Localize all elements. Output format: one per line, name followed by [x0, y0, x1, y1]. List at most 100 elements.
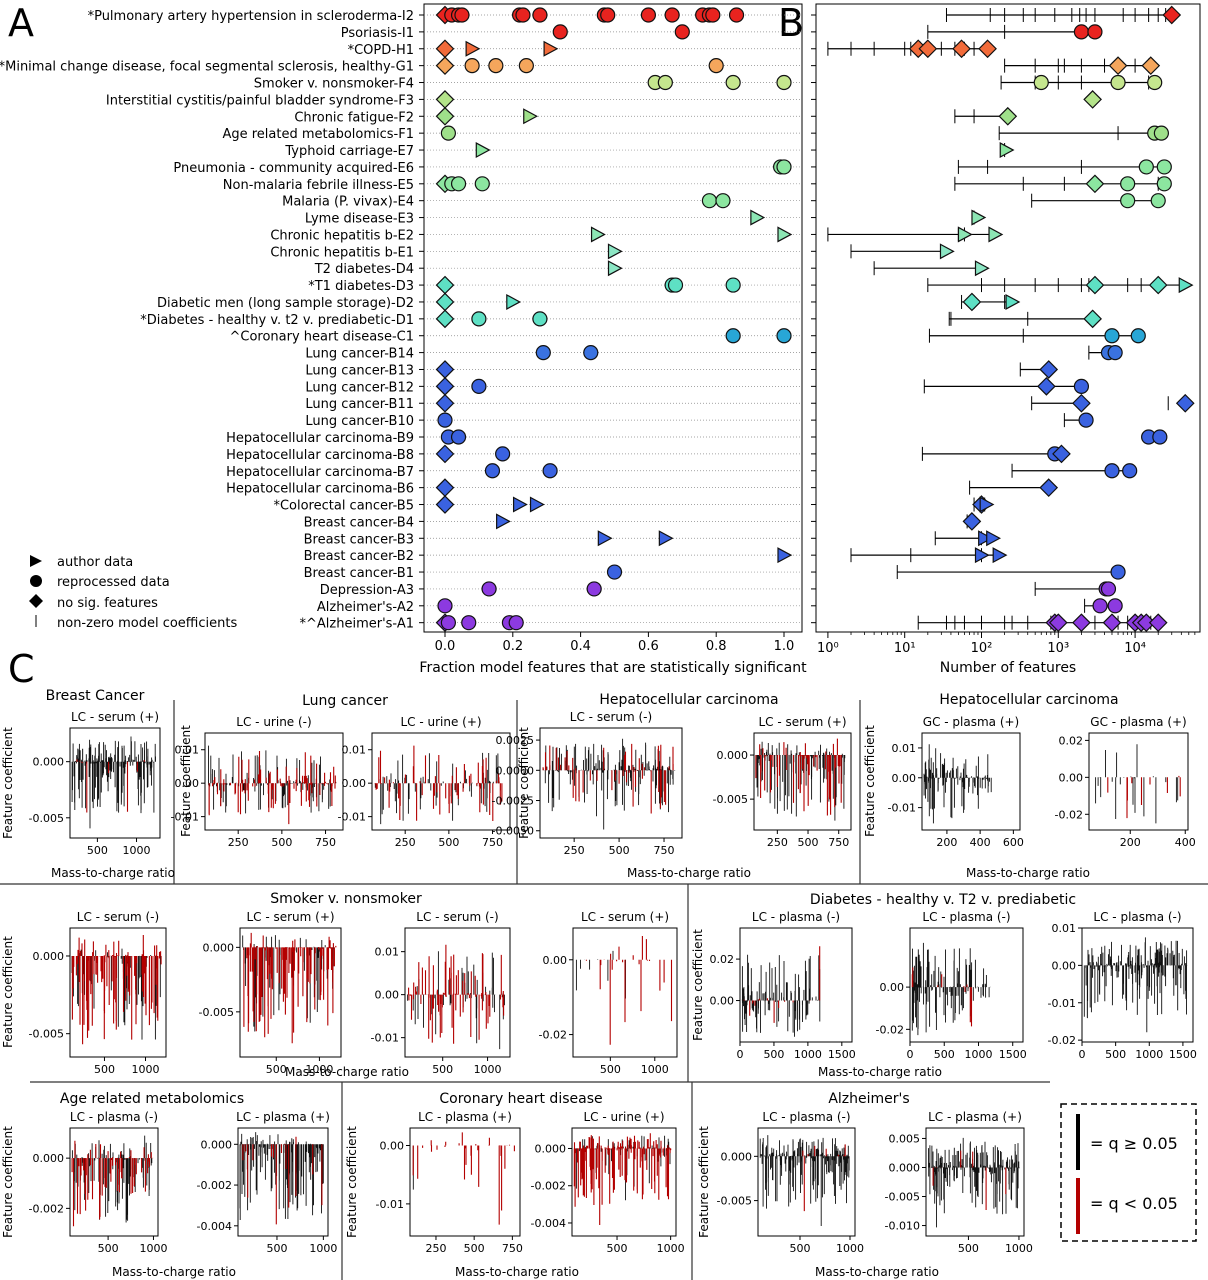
- plot-frame: [204, 732, 344, 831]
- panel-b-frame: [815, 3, 1201, 633]
- data-point: [918, 39, 938, 59]
- y-tick-label: -0.0025: [492, 795, 534, 808]
- group-title: Coronary heart disease: [439, 1091, 602, 1107]
- y-tick-label: -0.002: [29, 1202, 64, 1215]
- y-tick-label: -0.01: [371, 1032, 399, 1045]
- x-tick-label: 500: [934, 1048, 955, 1061]
- y-tick-label: 0.01: [175, 744, 200, 757]
- x-tick-label: 1500: [1169, 1048, 1197, 1061]
- y-tick-label: 0.00: [543, 954, 568, 967]
- y-tick-label: -0.02: [1048, 1034, 1076, 1047]
- x-tick-label: 250: [564, 844, 585, 857]
- y-axis-label: Feature coefficient: [1, 936, 15, 1048]
- x-axis-label: Mass-to-charge ratio: [285, 1065, 409, 1079]
- panel-c: Breast Cancer Lung cancer Hepatocellular c…: [0, 688, 1208, 1280]
- x-tick-label: 0: [737, 1048, 744, 1061]
- coef-plot: LC - serum (-) 0.01 0.00 -0.01 500 1000: [371, 910, 511, 1076]
- data-point: [435, 90, 455, 109]
- coef-plot: LC - plasma (-) 0.00 -0.020 500 1000 1500: [876, 910, 1027, 1061]
- coefficient-bars-black: [412, 1145, 414, 1190]
- x-tick-label: 500: [94, 1063, 115, 1076]
- data-point: [1104, 463, 1120, 479]
- data-point: [518, 58, 534, 74]
- data-point: [957, 226, 973, 243]
- row-label: Breast cancer-B4: [304, 515, 414, 530]
- data-point: [523, 108, 539, 125]
- y-tick-label: -0.01: [171, 811, 199, 824]
- data-point: [1108, 56, 1128, 75]
- data-point: [974, 547, 990, 564]
- plot-title: LC - serum (+): [71, 710, 159, 724]
- y-tick-label: 0.00: [175, 777, 200, 790]
- data-point: [1104, 328, 1120, 344]
- y-tick-label: -0.02: [1055, 808, 1083, 821]
- x-tick-label: 500: [958, 1242, 979, 1255]
- y-tick-label: 0.00: [710, 995, 735, 1008]
- data-point: [777, 226, 793, 243]
- data-point: [978, 39, 997, 59]
- x-axis-label: Mass-to-charge ratio: [112, 1265, 236, 1279]
- y-tick-label: -0.005: [713, 793, 748, 806]
- plot-frame: [572, 927, 678, 1058]
- data-point: [471, 311, 487, 327]
- data-point: [708, 58, 724, 74]
- data-point: [437, 598, 453, 614]
- row-label: ^Coronary heart disease-C1: [229, 330, 414, 345]
- coef-plot: LC - plasma (-) 0.000 -0.005 500 1000: [717, 1110, 864, 1255]
- row-label: Lung cancer-B11: [305, 397, 414, 412]
- data-point: [1130, 328, 1146, 344]
- data-point: [725, 328, 741, 344]
- y-tick-label: 0.000: [889, 1161, 921, 1174]
- row-label: Malaria (P. vivax)-E4: [282, 195, 414, 210]
- y-axis-label: Feature coefficient: [691, 929, 705, 1041]
- coefficient-bars-black: [923, 744, 992, 824]
- row-label: Breast cancer-B3: [304, 532, 414, 547]
- y-axis-label: Feature coefficient: [1, 1126, 15, 1238]
- group-title: Diabetes - healthy v. T2 v. prediabetic: [810, 892, 1076, 908]
- panel-c-shared-labels: Feature coefficient Feature coefficient Fe…: [1, 725, 1090, 1279]
- plot-title: LC - serum (-): [570, 710, 652, 724]
- data-point: [725, 74, 741, 91]
- data-point: [992, 547, 1008, 564]
- coef-plot: LC - plasma (-) 0.02 0.00 0 500 1000 1500: [710, 910, 856, 1061]
- coefficient-bars-black: [71, 1135, 153, 1223]
- x-tick-label: 1000: [139, 1242, 167, 1255]
- x-axis-label: Mass-to-charge ratio: [627, 866, 751, 880]
- coef-plot: LC - serum (+) 0.000 -0.005 500 1000: [199, 910, 342, 1076]
- data-point: [512, 496, 528, 513]
- y-tick-label: -0.01: [376, 1198, 404, 1211]
- x-tick-label: 0.8: [706, 639, 727, 654]
- x-tick-label: 500: [464, 1242, 485, 1255]
- row-label: *Pulmonary artery hypertension in sclero…: [88, 9, 414, 24]
- data-point: [705, 7, 721, 23]
- coefficient-bars-black: [911, 942, 991, 1036]
- data-point: [435, 478, 455, 497]
- data-point: [777, 547, 793, 564]
- row-label: Interstitial cystitis/painful bladder sy…: [106, 93, 414, 108]
- data-point: [607, 260, 623, 277]
- coef-plot: LC - plasma (-) 0.01 0.00 -0.01 -0.020 500 100…: [1048, 910, 1197, 1061]
- x-tick-label: 500: [798, 836, 819, 849]
- x-axis-label: Fraction model features that are statist…: [419, 660, 807, 676]
- y-tick-label: 0.00: [380, 1140, 405, 1153]
- data-point: [481, 581, 497, 597]
- legend-author: author data: [57, 555, 133, 570]
- data-point: [1078, 412, 1094, 428]
- plot-title: LC - plasma (-): [70, 1110, 158, 1124]
- data-point: [1178, 277, 1194, 294]
- data-point: [962, 512, 982, 531]
- y-tick-label: 0.01: [1052, 922, 1077, 935]
- data-point: [939, 243, 955, 260]
- x-tick-label: 500: [607, 1242, 628, 1255]
- row-label: Depression-A3: [320, 583, 414, 598]
- row-label: Chronic fatigue-F2: [294, 110, 414, 125]
- y-tick-label: 0.00: [1052, 959, 1077, 972]
- data-point: [1052, 444, 1071, 464]
- data-point: [999, 142, 1015, 159]
- data-point: [484, 463, 501, 479]
- data-point: [532, 7, 548, 23]
- q-legend-black-label: = q ≥ 0.05: [1090, 1134, 1178, 1153]
- y-tick-label: -0.010: [885, 1220, 920, 1233]
- row-label: *Minimal change disease, focal segmental…: [0, 60, 414, 75]
- panel-a-chart: *Pulmonary artery hypertension in sclero…: [0, 3, 807, 676]
